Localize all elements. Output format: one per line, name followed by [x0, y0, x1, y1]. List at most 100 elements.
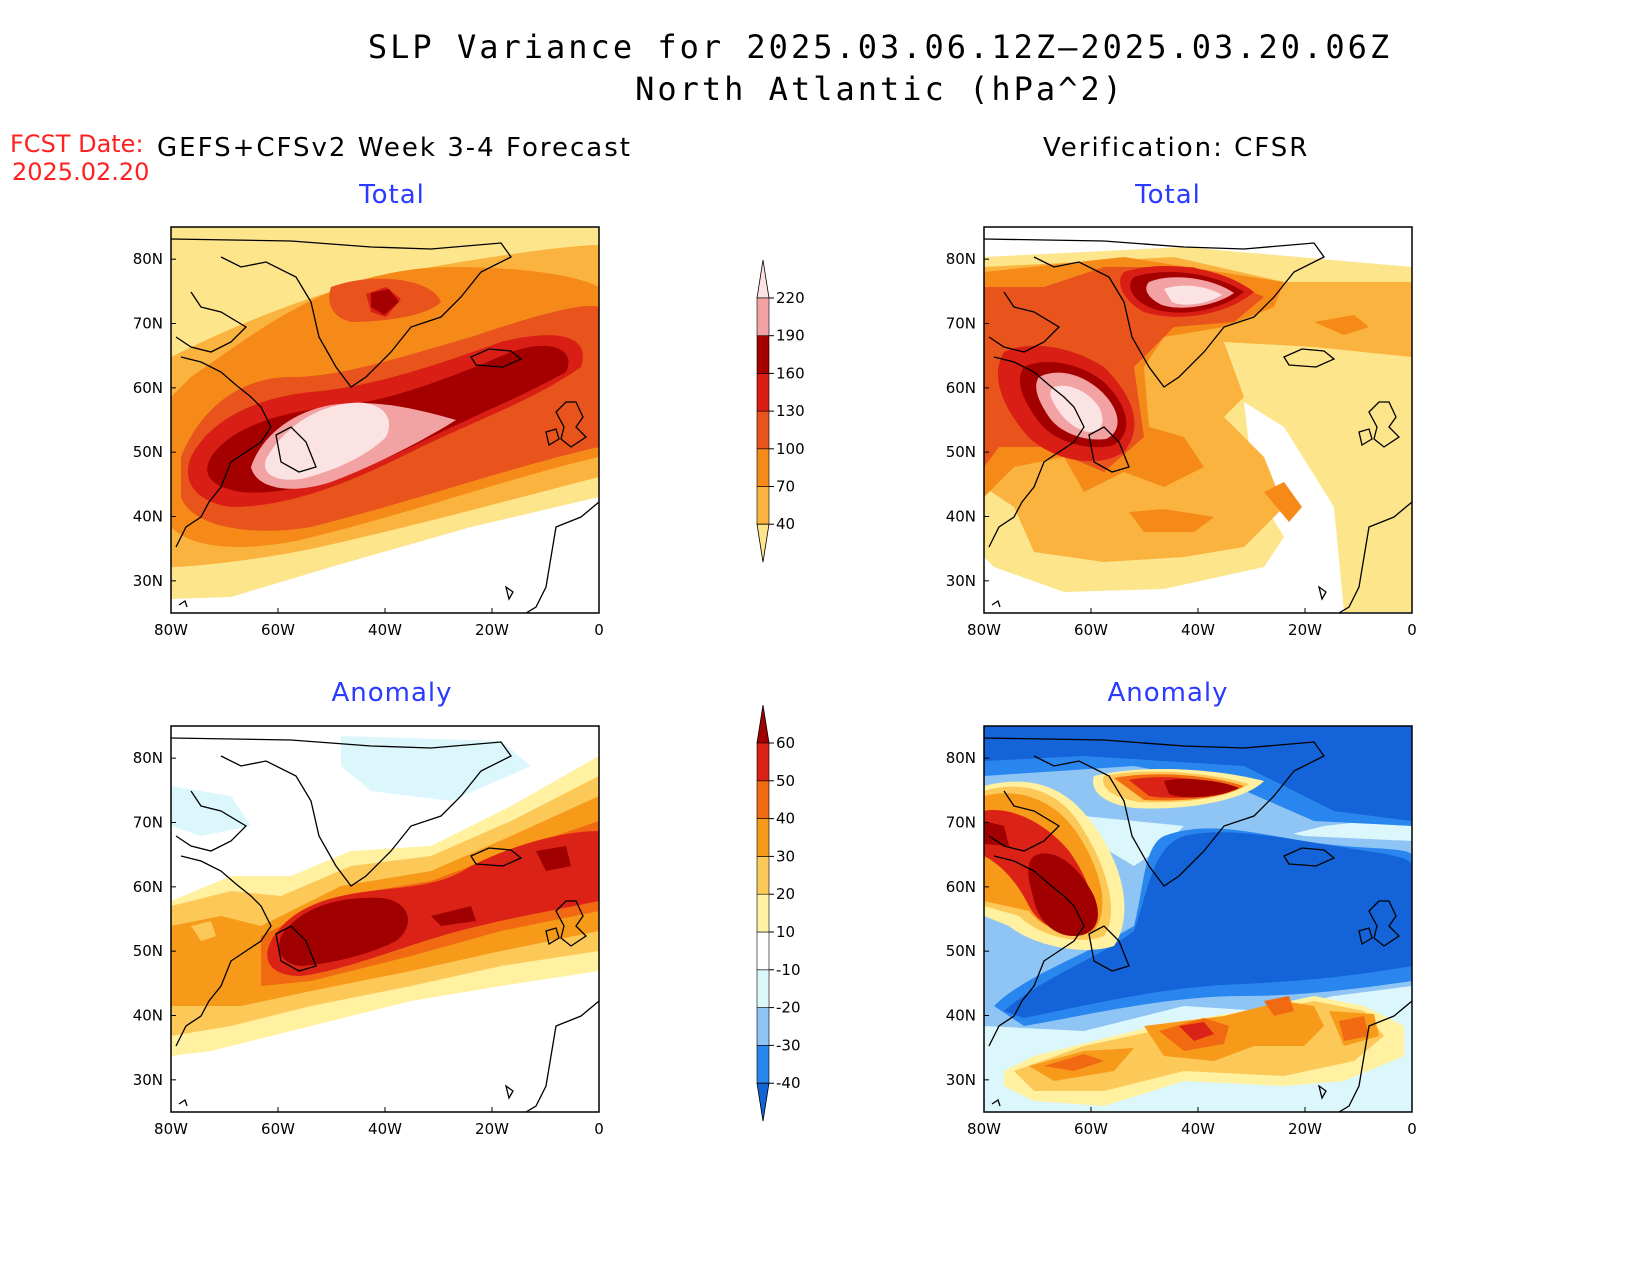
lat-tick-label: 40N	[946, 508, 976, 526]
colorbar-level-label: -30	[776, 1036, 801, 1054]
colorbar-level-label: 160	[776, 364, 805, 382]
fcst-date: 2025.02.20	[12, 158, 150, 186]
colorbar-segment	[756, 704, 770, 744]
main-title: SLP Variance for 2025.03.06.12Z–2025.03.…	[367, 28, 1393, 66]
lat-tick-label: 70N	[133, 814, 163, 832]
lon-tick-label: 0	[1407, 1120, 1417, 1138]
panel-title-forecast-anomaly: Anomaly	[331, 678, 453, 708]
lat-tick-label: 30N	[133, 572, 163, 590]
lon-tick-label: 60W	[1074, 1120, 1108, 1138]
colorbar-anomaly: -40 -30 -20 -10 10 20 30 40 50 60	[756, 704, 801, 1122]
lat-tick-label: 80N	[133, 749, 163, 767]
lon-tick-label: 20W	[475, 621, 509, 639]
colorbar-level-label: 30	[776, 847, 795, 865]
lon-tick-label: 40W	[1181, 1120, 1215, 1138]
lat-tick-label: 30N	[946, 1071, 976, 1089]
colorbar-level-label: 40	[776, 515, 795, 533]
colorbar-segment	[756, 1045, 770, 1084]
lon-tick-label: 40W	[368, 1120, 402, 1138]
colorbar-level-label: 70	[776, 478, 795, 496]
lat-tick-label: 40N	[946, 1007, 976, 1025]
colorbar-segment	[756, 335, 770, 374]
lat-tick-label: 40N	[133, 508, 163, 526]
colorbar-segment	[756, 969, 770, 1008]
lat-tick-label: 80N	[133, 250, 163, 268]
lon-ticks: 80W 60W 40W 20W 0	[967, 608, 1417, 639]
lat-tick-label: 60N	[946, 379, 976, 397]
colorbar-segment	[756, 373, 770, 412]
lat-tick-label: 70N	[133, 315, 163, 333]
lat-tick-label: 50N	[133, 443, 163, 461]
colorbar-segment	[756, 1082, 770, 1122]
lon-tick-label: 20W	[1288, 1120, 1322, 1138]
colorbar-segment	[756, 448, 770, 487]
colorbar-level-label: 220	[776, 289, 805, 307]
colorbar-level-label: 10	[776, 923, 795, 941]
map-forecast-total: 80W 60W 40W 20W 0 80N 70N 60N 50N 40N 30N	[133, 226, 604, 639]
map-verification-total: 80W 60W 40W 20W 0 80N 70N 60N 50N 40N 30N	[946, 226, 1417, 639]
lat-ticks: 80N 70N 60N 50N 40N 30N	[133, 250, 176, 590]
colorbar-level-label: 20	[776, 885, 795, 903]
lat-tick-label: 70N	[946, 315, 976, 333]
colorbar-level-label: 190	[776, 327, 805, 345]
lon-tick-label: 80W	[154, 621, 188, 639]
map-verification-anomaly: 80W 60W 40W 20W 0 80N 70N 60N 50N 40N 30N	[946, 725, 1417, 1138]
lat-tick-label: 80N	[946, 749, 976, 767]
forecast-subtitle: GEFS+CFSv2 Week 3-4 Forecast	[157, 133, 632, 163]
lat-tick-label: 50N	[946, 443, 976, 461]
lat-tick-label: 30N	[133, 1071, 163, 1089]
lat-ticks: 80N 70N 60N 50N 40N 30N	[946, 749, 989, 1089]
colorbar-level-label: -20	[776, 999, 801, 1017]
verification-subtitle: Verification: CFSR	[1043, 133, 1310, 163]
panel-title-verification-total: Total	[1135, 180, 1201, 210]
lat-ticks: 80N 70N 60N 50N 40N 30N	[946, 250, 989, 590]
lat-ticks: 80N 70N 60N 50N 40N 30N	[133, 749, 176, 1089]
colorbar-level-label: -10	[776, 961, 801, 979]
colorbar-segment	[756, 523, 770, 563]
colorbar-segment	[756, 856, 770, 895]
colorbar-level-label: -40	[776, 1074, 801, 1092]
colorbar-segment	[756, 742, 770, 782]
lat-tick-label: 40N	[133, 1007, 163, 1025]
colorbar-level-label: 40	[776, 810, 795, 828]
lat-tick-label: 70N	[946, 814, 976, 832]
map-forecast-anomaly: 80W 60W 40W 20W 0 80N 70N 60N 50N 40N 30N	[133, 725, 604, 1138]
lon-tick-label: 40W	[1181, 621, 1215, 639]
lon-tick-label: 40W	[368, 621, 402, 639]
lon-tick-label: 0	[594, 621, 604, 639]
lon-tick-label: 80W	[967, 1120, 1001, 1138]
lon-tick-label: 60W	[261, 1120, 295, 1138]
colorbar-total: 40 70 100 130 160 190 220	[756, 259, 805, 563]
lat-tick-label: 60N	[946, 878, 976, 896]
colorbar-segment	[756, 259, 770, 299]
lon-tick-label: 80W	[967, 621, 1001, 639]
lon-ticks: 80W 60W 40W 20W 0	[967, 1107, 1417, 1138]
lat-tick-label: 50N	[946, 942, 976, 960]
colorbar-segment	[756, 297, 770, 337]
colorbar-segment	[756, 1007, 770, 1046]
lat-tick-label: 60N	[133, 379, 163, 397]
colorbar-segment	[756, 410, 770, 450]
fcst-label: FCST Date:	[10, 130, 144, 158]
lat-tick-label: 30N	[946, 572, 976, 590]
lon-tick-label: 60W	[261, 621, 295, 639]
colorbar-segment	[756, 818, 770, 857]
panel-title-forecast-total: Total	[359, 180, 425, 210]
colorbar-level-label: 60	[776, 734, 795, 752]
lat-tick-label: 60N	[133, 878, 163, 896]
lon-ticks: 80W 60W 40W 20W 0	[154, 608, 604, 639]
colorbar-segment	[756, 780, 770, 819]
lon-ticks: 80W 60W 40W 20W 0	[154, 1107, 604, 1138]
panel-title-verification-anomaly: Anomaly	[1107, 678, 1229, 708]
colorbar-segment	[756, 486, 770, 525]
lat-tick-label: 80N	[946, 250, 976, 268]
colorbar-level-label: 100	[776, 440, 805, 458]
lon-tick-label: 0	[1407, 621, 1417, 639]
main-subtitle: North Atlantic (hPa^2)	[635, 70, 1125, 108]
colorbar-level-label: 130	[776, 402, 805, 420]
lon-tick-label: 60W	[1074, 621, 1108, 639]
colorbar-segment	[756, 893, 770, 933]
lon-tick-label: 20W	[475, 1120, 509, 1138]
lon-tick-label: 0	[594, 1120, 604, 1138]
colorbar-level-label: 50	[776, 772, 795, 790]
